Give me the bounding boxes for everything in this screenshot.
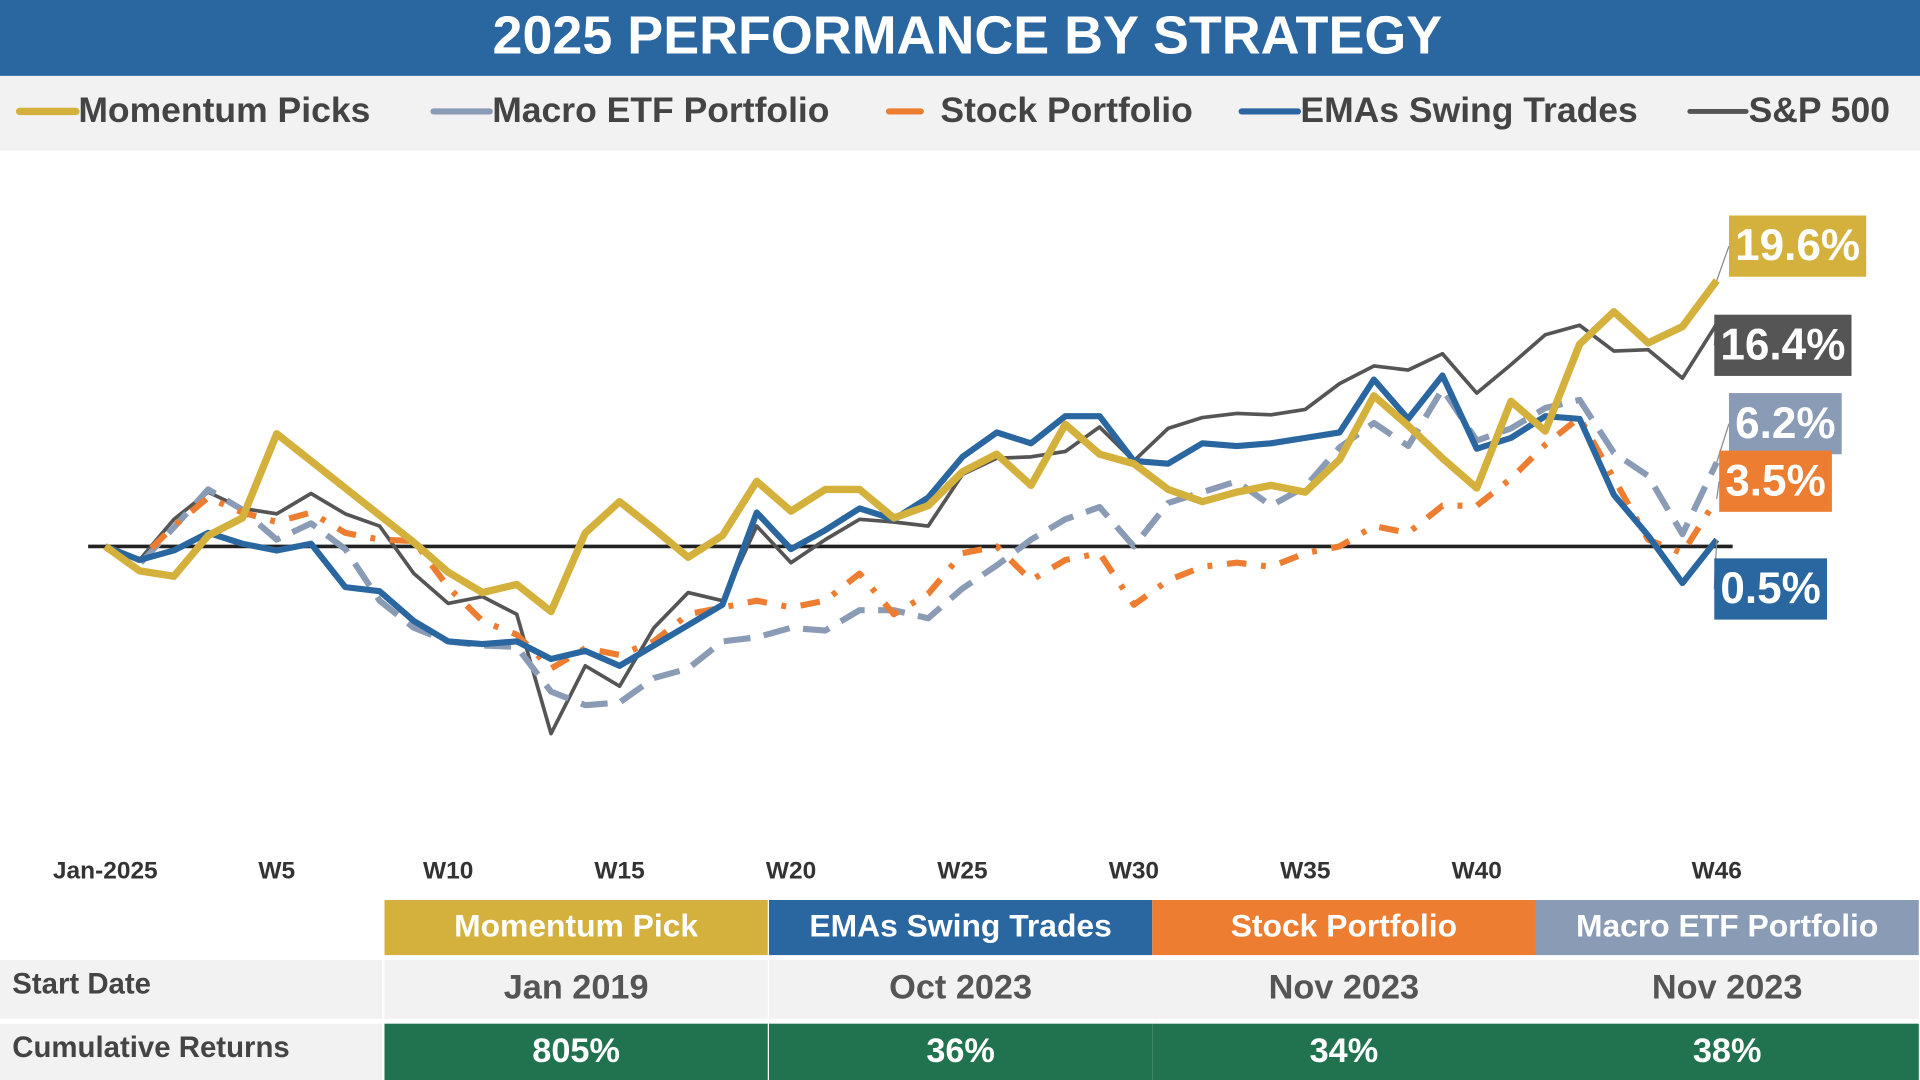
table-row-label: Start Date	[12, 967, 151, 1000]
leader-line	[1716, 481, 1720, 500]
end-label-box	[1719, 450, 1832, 512]
series-line	[104, 372, 1720, 669]
x-tick-label: W30	[1109, 857, 1159, 884]
chart-title: 2025 PERFORMANCE BY STRATEGY	[492, 5, 1442, 65]
x-tick-label: W35	[1280, 857, 1330, 884]
series-line	[104, 322, 1719, 736]
x-tick-label: W40	[1452, 857, 1502, 884]
x-tick-label: W46	[1692, 857, 1742, 884]
table-cell: 805%	[532, 1032, 620, 1070]
table-row-label-cell	[0, 1023, 383, 1080]
table-cell: Jan 2019	[504, 968, 649, 1006]
table-header-cell	[384, 900, 768, 956]
table-row-label-cell	[0, 960, 383, 1019]
legend-label: Macro ETF Portfolio	[492, 90, 829, 130]
end-label-box	[1714, 558, 1827, 620]
end-label: 0.5%	[1720, 564, 1820, 613]
table-header-cell	[1152, 900, 1536, 956]
x-tick-label: W25	[937, 857, 987, 884]
x-tick-label: W20	[766, 857, 816, 884]
table-cell-bg	[1535, 960, 1919, 1019]
table-cell: Oct 2023	[889, 968, 1032, 1006]
table-cell-bg	[1535, 1023, 1919, 1080]
table-cell-bg	[1152, 1023, 1536, 1080]
end-label: 3.5%	[1725, 456, 1825, 505]
table-cell: Nov 2023	[1269, 968, 1419, 1006]
leader-line	[1716, 423, 1730, 463]
table-cell: Nov 2023	[1652, 968, 1802, 1006]
legend-label: EMAs Swing Trades	[1300, 90, 1637, 130]
table-header: Stock Portfolio	[1231, 908, 1457, 944]
end-label: 19.6%	[1735, 221, 1860, 270]
legend-band	[0, 75, 1920, 151]
series-line	[103, 278, 1720, 616]
series-line	[104, 414, 1720, 672]
end-label-box	[1728, 393, 1842, 455]
series-line	[103, 385, 1720, 709]
table-header: Momentum Pick	[454, 908, 698, 944]
table-cell-bg	[384, 1023, 768, 1080]
table-cell-bg	[384, 960, 768, 1019]
end-label-box	[1728, 215, 1867, 277]
leader-line	[1716, 245, 1730, 281]
table-cell-bg	[768, 1023, 1153, 1080]
table-cell-bg	[1152, 960, 1536, 1019]
table-row-label: Cumulative Returns	[12, 1031, 290, 1064]
legend-label: Stock Portfolio	[940, 90, 1192, 130]
legend-label: S&P 500	[1749, 90, 1890, 130]
x-tick-label: W5	[258, 857, 295, 884]
table-header-cell	[1535, 900, 1919, 956]
table-header-cell	[768, 900, 1153, 956]
table-cell: 34%	[1310, 1032, 1379, 1070]
x-tick-label: W10	[423, 857, 473, 884]
x-tick-label: W15	[594, 857, 644, 884]
table-header: Macro ETF Portfolio	[1576, 908, 1878, 944]
end-label-box	[1714, 314, 1852, 376]
end-label: 16.4%	[1720, 320, 1845, 369]
table-header: EMAs Swing Trades	[809, 908, 1111, 944]
end-label: 6.2%	[1735, 399, 1835, 448]
x-tick-label: Jan-2025	[53, 857, 158, 884]
table-cell: 38%	[1693, 1032, 1762, 1070]
legend-label: Momentum Picks	[78, 90, 370, 130]
title-bar	[0, 0, 1920, 76]
table-cell-bg	[768, 960, 1153, 1019]
table-cell: 36%	[926, 1032, 995, 1070]
